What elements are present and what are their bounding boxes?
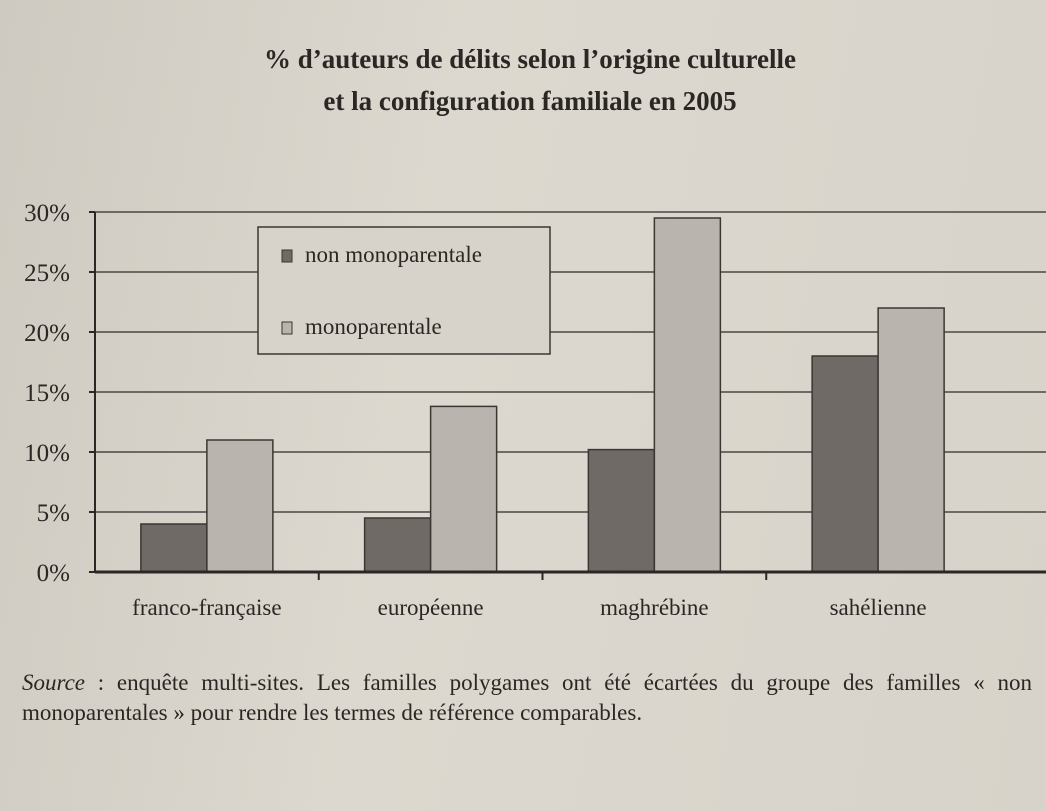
y-tick-label: 0%	[37, 560, 70, 587]
bar-non-monoparentale	[811, 355, 879, 573]
legend-swatch	[281, 321, 293, 335]
y-tick-label: 20%	[24, 320, 70, 347]
legend-swatch	[281, 249, 293, 263]
y-tick-label: 5%	[37, 500, 70, 527]
x-tick-label: européenne	[378, 595, 484, 620]
title-line-1: % d’auteurs de délits selon l’origine cu…	[264, 44, 796, 74]
bar-monoparentale	[206, 439, 274, 573]
y-tick-label: 10%	[24, 440, 70, 467]
bar-non-monoparentale	[587, 448, 656, 573]
bar-monoparentale	[877, 307, 945, 573]
x-tick-label: maghrébine	[600, 595, 709, 620]
x-tick-label: franco-française	[132, 595, 281, 620]
bar-monoparentale	[429, 405, 498, 573]
source-text: : enquête multi-sites. Les familles poly…	[22, 670, 1032, 725]
legend: non monoparentale monoparentale	[257, 226, 551, 355]
bar-non-monoparentale	[363, 517, 432, 573]
legend-label: monoparentale	[305, 314, 442, 339]
y-tick-label: 30%	[24, 200, 70, 227]
x-tick-label: sahélienne	[830, 595, 927, 620]
y-tick-label: 25%	[24, 260, 70, 287]
bar-monoparentale	[653, 217, 722, 573]
bar-chart: 0% 5% 10% 15% 20% 25% 30% franco-française europ…	[24, 200, 1046, 620]
source-label: Source	[22, 670, 86, 695]
chart-title: % d’auteurs de délits selon l’origine cu…	[150, 38, 910, 122]
y-tick-label: 15%	[24, 380, 70, 407]
source-caption: Source : enquête multi-sites. Les famill…	[22, 668, 1032, 728]
legend-box	[257, 226, 551, 355]
legend-label: non monoparentale	[305, 242, 482, 267]
bar-non-monoparentale	[140, 523, 208, 573]
title-line-2: et la configuration familiale en 2005	[323, 86, 737, 116]
